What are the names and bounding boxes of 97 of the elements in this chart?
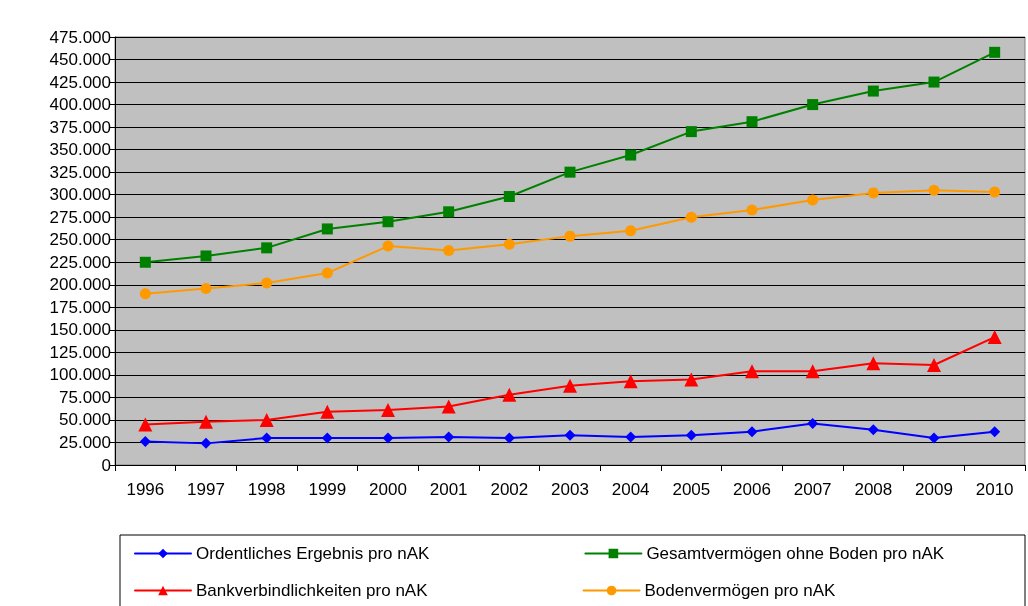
point <box>805 364 820 379</box>
point <box>989 46 1001 58</box>
point <box>261 277 273 289</box>
y-tick-label: 50.000 <box>59 410 111 430</box>
point <box>321 267 333 279</box>
legend-label: Ordentliches Ergebnis pro nAK <box>196 544 431 563</box>
point <box>685 211 697 223</box>
y-tick-label: 75.000 <box>59 387 111 407</box>
y-tick-label: 450.000 <box>49 50 111 70</box>
y-tick-label: 0 <box>101 455 111 475</box>
point <box>138 417 153 432</box>
x-tick-label: 2000 <box>369 480 407 499</box>
point <box>320 404 335 419</box>
x-tick-label: 2001 <box>429 480 468 499</box>
y-tick-label: 425.000 <box>49 72 111 92</box>
point <box>807 194 819 206</box>
y-tick-label: 200.000 <box>49 275 111 295</box>
x-tick-label: 2005 <box>672 480 711 499</box>
y-tick-label: 150.000 <box>49 320 111 340</box>
point <box>928 76 940 88</box>
point <box>441 399 456 414</box>
x-tick-label: 2006 <box>733 480 771 499</box>
point <box>564 230 576 242</box>
y-tick-label: 350.000 <box>49 140 111 160</box>
y-tick-label: 225.000 <box>49 252 111 272</box>
point <box>200 437 212 449</box>
x-tick-label: 1997 <box>187 480 225 499</box>
point <box>928 432 940 444</box>
point <box>443 206 455 218</box>
point <box>625 431 637 443</box>
point <box>199 414 213 429</box>
point <box>503 238 515 250</box>
x-tick-label: 2004 <box>611 480 650 499</box>
y-tick-label: 100.000 <box>49 365 111 385</box>
y-tick-label: 275.000 <box>49 207 111 227</box>
point <box>928 184 940 196</box>
y-tick-label: 375.000 <box>49 117 111 137</box>
x-tick-label: 1996 <box>126 480 165 499</box>
point <box>563 378 577 393</box>
point <box>200 250 212 262</box>
point <box>807 418 819 430</box>
point <box>259 412 274 427</box>
point <box>746 204 758 216</box>
point <box>503 190 515 202</box>
y-tick-label: 250.000 <box>49 230 111 250</box>
x-tick-label: 2010 <box>975 480 1014 499</box>
x-tick-label: 2008 <box>854 480 893 499</box>
y-tick-label: 300.000 <box>49 185 111 205</box>
point <box>382 240 394 252</box>
point <box>685 126 697 138</box>
point <box>807 99 819 111</box>
point <box>745 364 759 379</box>
y-tick-label: 25.000 <box>59 432 111 452</box>
y-tick-label: 175.000 <box>49 297 111 317</box>
legend-label: Bodenvermögen pro nAK <box>644 581 837 600</box>
legend-label: Bankverbindlichkeiten pro nAK <box>196 581 429 600</box>
point <box>503 432 515 444</box>
point <box>261 242 273 254</box>
point <box>564 429 576 441</box>
point <box>684 372 699 387</box>
point <box>382 432 394 444</box>
point <box>443 245 455 257</box>
point <box>381 403 395 418</box>
x-tick-label: 2002 <box>490 480 529 499</box>
x-tick-label: 2007 <box>793 480 832 499</box>
point <box>139 256 151 268</box>
point <box>382 216 394 228</box>
point <box>139 288 151 300</box>
point <box>867 187 879 199</box>
point <box>987 330 1002 345</box>
point <box>989 186 1001 198</box>
point <box>321 223 333 235</box>
y-tick-label: 325.000 <box>49 162 111 182</box>
x-tick-label: 2003 <box>551 480 589 499</box>
y-tick-label: 400.000 <box>49 95 111 115</box>
x-tick-label: 1999 <box>308 480 347 499</box>
point <box>867 424 879 436</box>
point <box>746 426 758 438</box>
point <box>989 426 1001 438</box>
y-tick-label: 125.000 <box>49 342 111 362</box>
point <box>625 225 637 237</box>
point <box>625 149 637 161</box>
point <box>685 429 697 441</box>
point <box>200 282 212 294</box>
point <box>623 374 638 389</box>
legend-label: Gesamtvermögen ohne Boden pro nAK <box>646 544 945 563</box>
point <box>866 356 881 371</box>
point <box>443 431 455 443</box>
x-tick-label: 2009 <box>915 480 953 499</box>
point <box>139 436 151 448</box>
point <box>502 387 517 402</box>
point <box>564 166 576 178</box>
point <box>867 85 879 97</box>
point <box>746 116 758 128</box>
x-tick-label: 1998 <box>247 480 286 499</box>
y-tick-label: 475.000 <box>49 27 111 47</box>
point <box>927 357 941 372</box>
